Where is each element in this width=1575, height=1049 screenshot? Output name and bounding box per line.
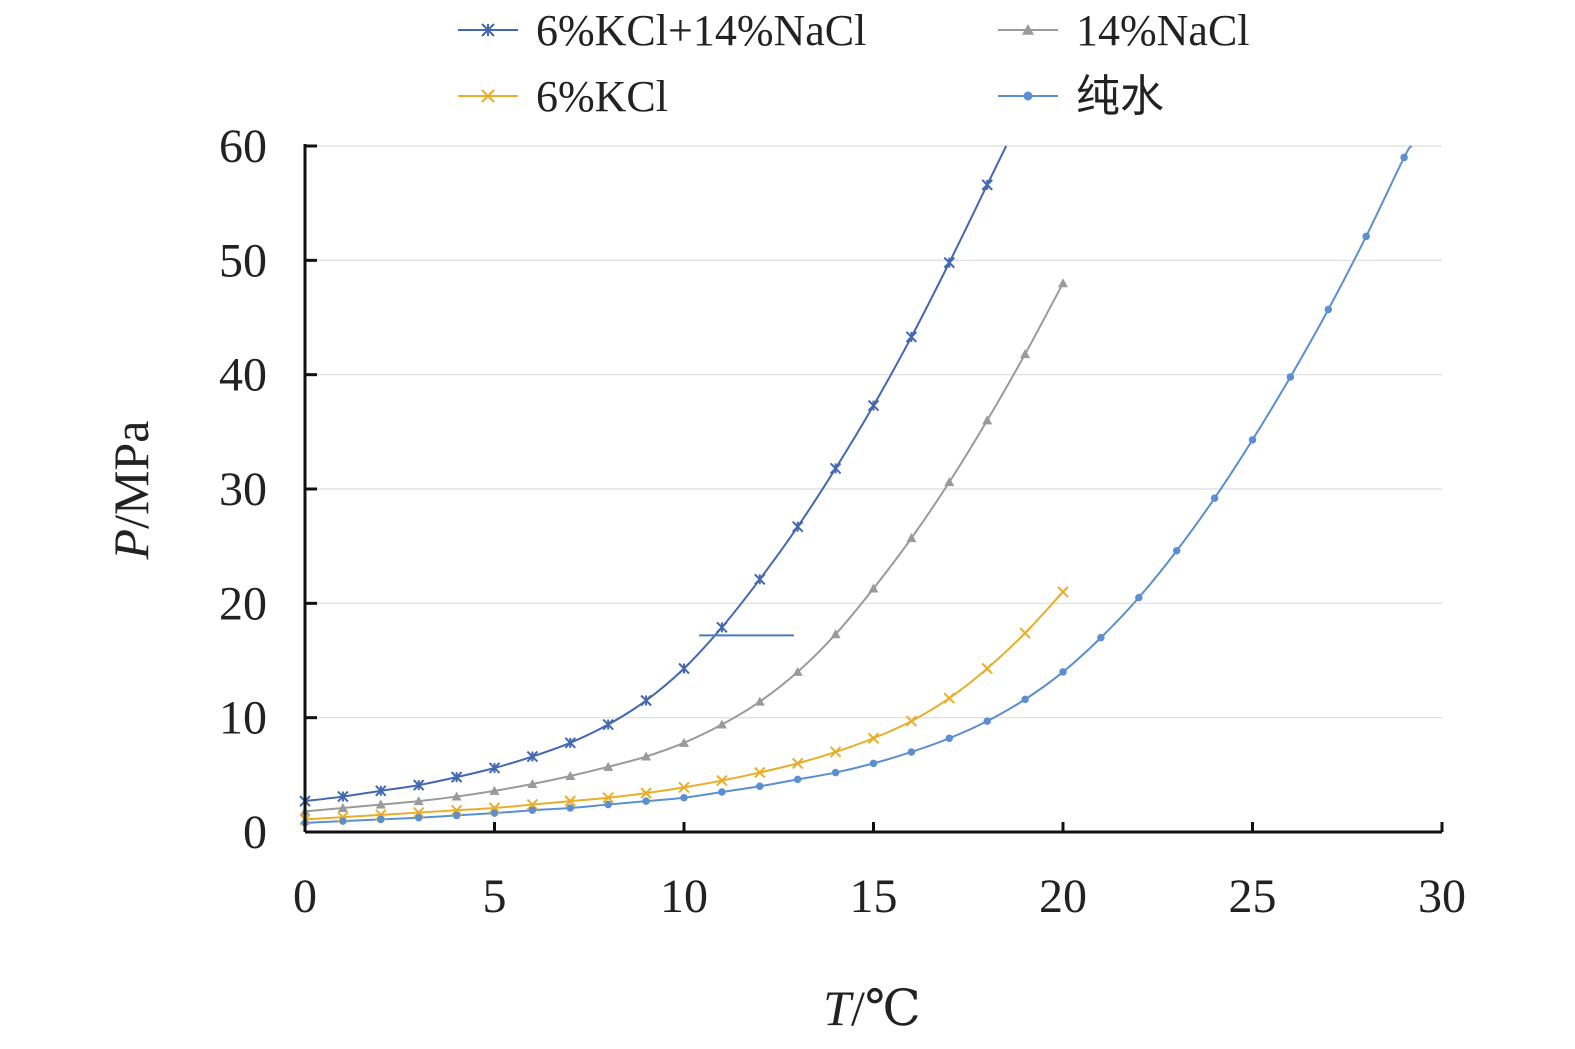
point-s1-11	[717, 720, 727, 729]
point-s1-19	[1020, 349, 1030, 358]
point-s0-6	[527, 752, 537, 762]
point-s0-13	[793, 522, 803, 532]
x-tick-label-30: 30	[1418, 870, 1466, 923]
point-s3-29	[1400, 154, 1408, 162]
point-s0-18	[982, 180, 992, 190]
point-s0-17	[944, 258, 954, 268]
point-s2-14	[831, 747, 841, 757]
legend-label-1: 14%NaCl	[1076, 6, 1250, 55]
point-s0-10	[679, 664, 689, 674]
x-tick-label-25: 25	[1229, 870, 1277, 923]
y-tick-label-30: 30	[219, 463, 267, 516]
point-s0-16	[906, 332, 916, 342]
point-s3-3	[415, 814, 423, 822]
point-s3-13	[794, 776, 802, 784]
point-s0-12	[755, 574, 765, 584]
series-markers	[300, 154, 1408, 827]
series-lines	[305, 146, 1412, 823]
point-s3-23	[1173, 547, 1181, 555]
point-s2-20	[1058, 587, 1068, 597]
x-axis-unit: /℃	[851, 980, 921, 1036]
point-s3-16	[908, 748, 916, 756]
point-s3-26	[1287, 373, 1295, 381]
y-axis-var: P	[103, 529, 159, 561]
grid-lines	[305, 146, 1442, 718]
legend-label-2: 6%KCl	[536, 72, 668, 121]
point-s3-9	[642, 797, 650, 805]
point-s3-6	[529, 807, 537, 815]
legend-item-1: 14%NaCl	[998, 6, 1250, 55]
point-s1-20	[1058, 278, 1068, 287]
series-line-1	[305, 283, 1063, 811]
point-s3-8	[604, 801, 612, 809]
axes	[305, 144, 1442, 832]
point-s3-7	[567, 804, 575, 812]
point-s3-18	[983, 717, 991, 725]
x-tick-label-15: 15	[850, 870, 898, 923]
point-s3-17	[946, 734, 954, 742]
point-s3-14	[832, 769, 840, 777]
point-s0-11	[717, 622, 727, 632]
point-s3-21	[1097, 634, 1105, 642]
point-s0-8	[603, 720, 613, 730]
point-s3-15	[870, 760, 878, 768]
x-tick-label-20: 20	[1039, 870, 1087, 923]
point-s3-28	[1362, 233, 1370, 241]
point-s0-7	[565, 738, 575, 748]
point-s0-9	[641, 696, 651, 706]
point-s3-10	[680, 794, 688, 802]
legend-label-0: 6%KCl+14%NaCl	[536, 6, 866, 55]
point-s1-18	[982, 415, 992, 424]
point-s3-27	[1325, 306, 1333, 314]
point-s2-19	[1020, 628, 1030, 638]
chart-canvas: 0 10 20 30 40 50 60 0 5 10 15 20 25 30 6%KCl+14%NaCl 1…	[0, 0, 1575, 1049]
point-s3-20	[1059, 668, 1067, 676]
point-s3-19	[1021, 696, 1029, 704]
y-tick-label-40: 40	[219, 349, 267, 402]
point-s2-18	[982, 664, 992, 674]
y-axis-unit: /MPa	[103, 421, 159, 529]
point-s3-25	[1249, 436, 1257, 444]
point-s3-12	[756, 783, 764, 791]
point-s3-11	[718, 788, 726, 796]
point-s0-14	[831, 463, 841, 473]
point-s2-17	[944, 693, 954, 703]
y-tick-label-50: 50	[219, 234, 267, 287]
legend-item-3: 纯水	[998, 72, 1164, 121]
point-s3-2	[377, 816, 385, 824]
point-s3-5	[491, 809, 499, 817]
y-tick-label-10: 10	[219, 692, 267, 745]
legend-marker-3	[1024, 92, 1033, 101]
x-tick-label-5: 5	[483, 870, 507, 923]
legend-label-3: 纯水	[1076, 72, 1164, 121]
x-axis-title: T/℃	[823, 980, 921, 1036]
y-tick-label-20: 20	[219, 577, 267, 630]
series-line-3	[305, 146, 1412, 823]
y-axis-title: P/MPa	[103, 421, 159, 561]
x-axis-var: T	[823, 980, 854, 1036]
series-line-0	[305, 146, 1006, 801]
y-tick-label-60: 60	[219, 120, 267, 173]
point-s3-4	[453, 812, 461, 820]
point-s3-24	[1211, 494, 1219, 502]
x-tick-label-10: 10	[660, 870, 708, 923]
legend: 6%KCl+14%NaCl 14%NaCl 6%KCl 纯水	[458, 6, 1250, 121]
point-s3-22	[1135, 594, 1143, 602]
point-s3-1	[339, 817, 347, 825]
legend-item-0: 6%KCl+14%NaCl	[458, 6, 866, 55]
legend-item-2: 6%KCl	[458, 72, 668, 121]
y-tick-label-0: 0	[243, 806, 267, 859]
point-s0-15	[869, 401, 879, 411]
point-s2-15	[869, 733, 879, 743]
x-tick-label-0: 0	[293, 870, 317, 923]
